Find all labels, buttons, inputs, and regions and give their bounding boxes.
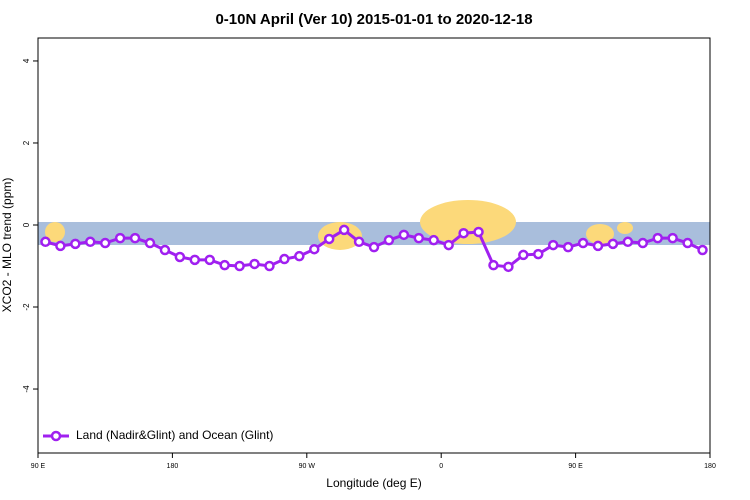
y-tick-label: 4 xyxy=(22,58,31,63)
legend: Land (Nadir&Glint) and Ocean (Glint) xyxy=(43,428,273,442)
point xyxy=(40,236,51,248)
point xyxy=(458,227,469,239)
x-tick-label: 90 E xyxy=(31,463,46,470)
x-tick-label: 90 W xyxy=(299,463,316,470)
y-tick-label: -2 xyxy=(22,303,31,311)
point xyxy=(368,241,380,253)
point xyxy=(144,237,156,249)
point xyxy=(443,239,454,251)
point xyxy=(338,224,350,236)
ocean-band xyxy=(38,222,710,245)
point xyxy=(204,254,215,266)
point xyxy=(55,240,66,252)
x-tick-label: 180 xyxy=(167,463,179,470)
point xyxy=(697,244,708,256)
legend-marker xyxy=(50,430,62,442)
point xyxy=(607,238,619,250)
point xyxy=(533,248,544,260)
point xyxy=(129,232,141,244)
y-tick-label: -4 xyxy=(22,385,31,393)
point xyxy=(234,260,245,272)
point xyxy=(592,240,604,252)
y-tick-label: 2 xyxy=(22,140,31,145)
point xyxy=(353,236,365,248)
land xyxy=(45,222,65,242)
land xyxy=(420,200,516,244)
point xyxy=(249,258,260,270)
plot-frame xyxy=(37,37,711,454)
point xyxy=(323,233,335,245)
point xyxy=(159,244,171,256)
point xyxy=(99,237,111,249)
y-axis-label: XCO2 - MLO trend (ppm) xyxy=(0,178,14,313)
point xyxy=(174,251,186,263)
land xyxy=(617,222,633,234)
point xyxy=(383,234,395,246)
point xyxy=(473,226,484,238)
x-tick-label: 180 xyxy=(704,463,716,470)
point xyxy=(264,260,275,272)
legend-label: Land (Nadir&Glint) and Ocean (Glint) xyxy=(76,428,273,442)
point xyxy=(398,229,410,241)
point xyxy=(652,232,663,244)
point xyxy=(70,238,81,250)
x-axis-label: Longitude (deg E) xyxy=(326,476,421,490)
point xyxy=(294,250,305,262)
point xyxy=(189,254,201,266)
point xyxy=(503,261,514,273)
point xyxy=(518,249,529,261)
point xyxy=(279,253,290,265)
chart-title: 0-10N April (Ver 10) 2015-01-01 to 2020-… xyxy=(215,11,532,28)
point xyxy=(309,243,320,255)
x-tick-label: 90 E xyxy=(568,463,583,470)
point xyxy=(219,259,230,271)
y-tick-label: 0 xyxy=(22,222,31,227)
point xyxy=(622,236,634,248)
point xyxy=(488,259,499,271)
point xyxy=(577,237,589,249)
point xyxy=(114,232,126,244)
x-tick-label: 0 xyxy=(439,463,443,470)
point xyxy=(85,236,96,248)
point xyxy=(667,232,678,244)
point xyxy=(428,234,439,246)
land xyxy=(586,224,614,244)
point xyxy=(637,237,649,249)
point xyxy=(413,232,425,244)
point xyxy=(562,241,574,253)
point xyxy=(547,239,559,251)
point xyxy=(682,237,693,249)
land xyxy=(318,222,362,250)
